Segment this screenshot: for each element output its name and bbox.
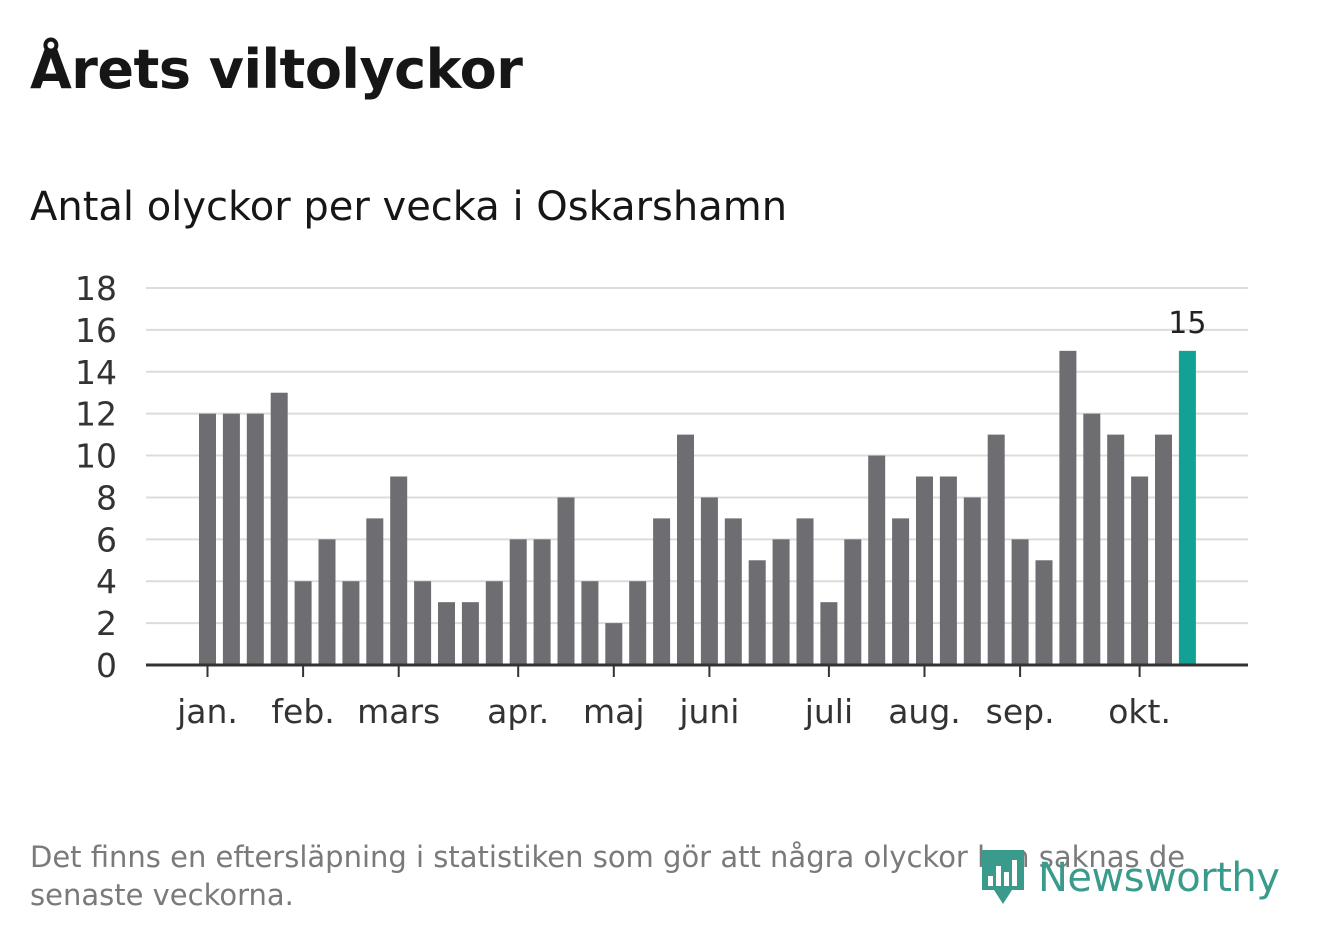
bar	[629, 581, 647, 665]
bar	[1083, 413, 1101, 665]
bar	[1059, 350, 1077, 665]
bar	[939, 476, 957, 665]
chart-subtitle: Antal olyckor per vecka i Oskarshamn	[30, 184, 788, 230]
y-tick-label: 4	[96, 562, 117, 601]
x-tick-label: juli	[804, 692, 853, 731]
y-tick-label: 0	[96, 646, 117, 685]
x-axis-ticks: jan. feb. mars apr. maj juni juli aug. sep. okt.	[176, 665, 1171, 731]
bar	[533, 539, 551, 665]
x-tick-label: feb.	[271, 692, 334, 731]
bar	[677, 434, 694, 665]
bar	[414, 581, 432, 665]
bar	[892, 518, 910, 665]
y-tick-label: 18	[75, 269, 117, 308]
bar	[1035, 560, 1053, 665]
bar	[581, 581, 599, 665]
bar	[963, 497, 981, 665]
bar	[438, 602, 455, 665]
bar	[820, 602, 838, 665]
bar	[1107, 434, 1125, 665]
y-tick-label: 16	[75, 311, 117, 350]
x-tick-label: jan.	[176, 692, 238, 731]
brand-name: Newsworthy	[1038, 855, 1280, 901]
bar	[772, 539, 790, 665]
bar	[509, 539, 527, 665]
bar	[557, 497, 575, 665]
highlight-value-label: 15	[1168, 306, 1206, 341]
x-tick-label: maj	[583, 692, 645, 731]
bar	[485, 581, 503, 665]
bar	[653, 518, 671, 665]
x-tick-label: apr.	[487, 692, 549, 731]
bar	[748, 560, 766, 665]
x-tick-label: sep.	[986, 692, 1055, 731]
bar	[318, 539, 336, 665]
newsworthy-logo: Newsworthy	[978, 846, 1280, 910]
y-tick-label: 10	[75, 437, 117, 476]
bar	[605, 623, 623, 665]
bar	[700, 497, 718, 665]
bars: 15	[199, 306, 1206, 665]
y-tick-label: 12	[75, 395, 117, 434]
bar	[222, 413, 240, 665]
bar	[796, 518, 814, 665]
y-tick-label: 8	[96, 478, 117, 517]
bar	[1131, 476, 1149, 665]
bar	[987, 434, 1005, 665]
y-tick-label: 14	[75, 353, 117, 392]
x-tick-label: okt.	[1108, 692, 1171, 731]
bar	[390, 476, 408, 665]
bar	[1155, 434, 1172, 665]
bar-highlighted	[1178, 350, 1196, 665]
newsworthy-logo-icon	[982, 850, 1024, 904]
chart-title: Årets viltolyckor	[30, 38, 523, 101]
bar	[868, 455, 886, 665]
bar	[199, 413, 216, 665]
bar	[844, 539, 862, 665]
grid-lines	[146, 287, 1248, 625]
bar	[916, 476, 933, 665]
bar	[294, 581, 312, 665]
bar	[270, 392, 288, 665]
bar	[342, 581, 360, 665]
y-tick-label: 2	[96, 604, 117, 643]
bar	[724, 518, 742, 665]
x-tick-label: juni	[678, 692, 739, 731]
bar	[246, 413, 264, 665]
bar	[366, 518, 384, 665]
bar	[461, 602, 479, 665]
x-tick-label: mars	[357, 692, 440, 731]
bar	[1011, 539, 1029, 665]
x-tick-label: aug.	[888, 692, 961, 731]
y-tick-label: 6	[96, 520, 117, 559]
